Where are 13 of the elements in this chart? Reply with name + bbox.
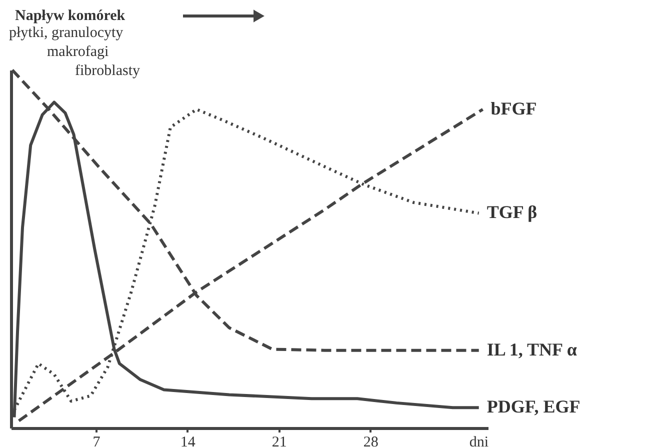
x-tick-label: 21: [272, 434, 287, 448]
x-tick-label: 14: [180, 434, 196, 448]
x-axis-title: dni: [469, 434, 488, 448]
annotation: fibroblasty: [75, 63, 140, 79]
x-tick-label: 7: [92, 434, 101, 448]
series-label: IL 1, TNF α: [486, 339, 577, 360]
x-tick-label: 28: [363, 434, 378, 448]
text: makrofagi: [47, 44, 109, 60]
chart-title: Napływ komórek: [15, 8, 126, 24]
series-label: TGF β: [486, 202, 538, 222]
series-label: bFGF: [490, 98, 537, 118]
text: płytki, granulocyty: [9, 25, 124, 41]
series-label: PDGF, EGF: [486, 396, 580, 417]
